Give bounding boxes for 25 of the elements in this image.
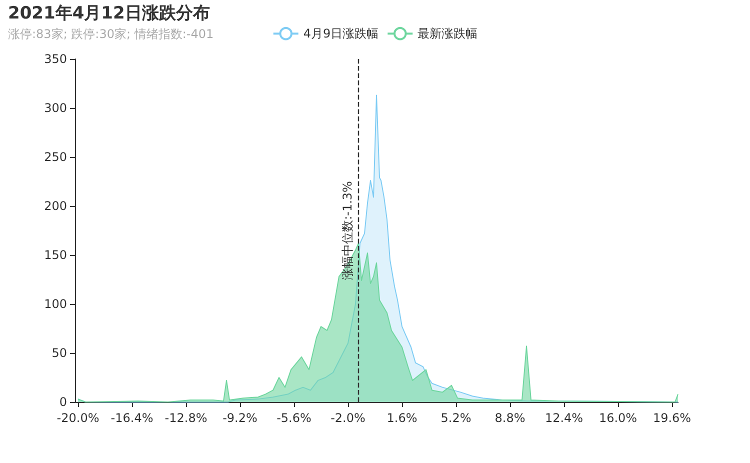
y-tick-label: 50 (52, 346, 67, 360)
y-tick-label: 100 (44, 297, 67, 311)
chart-title: 2021年4月12日涨跌分布 (8, 4, 210, 24)
y-tick-label: 300 (44, 101, 67, 115)
legend-label: 4月9日涨跌幅 (303, 26, 379, 41)
x-tick-label: -12.8% (164, 411, 208, 425)
x-tick-label: 8.8% (494, 411, 526, 425)
x-tick-label: 16.0% (598, 411, 638, 425)
x-tick-label: 12.4% (544, 411, 584, 425)
y-tick-label: 250 (44, 150, 67, 164)
y-tick-label: 150 (44, 248, 67, 262)
x-tick-label: 5.2% (440, 411, 472, 425)
legend-label: 最新涨跌幅 (418, 26, 478, 41)
x-tick-label: -5.6% (276, 411, 312, 425)
x-tick-label: 19.6% (652, 411, 692, 425)
x-tick-label: -9.2% (222, 411, 258, 425)
chart-subtitle: 涨停:83家; 跌停:30家; 情绪指数:-401 (8, 27, 214, 41)
x-tick-label: -2.0% (330, 411, 366, 425)
ref-line-label: 涨幅中位数:-1.3% (340, 181, 354, 280)
y-tick-label: 0 (59, 395, 67, 409)
y-tick-label: 200 (44, 199, 67, 213)
x-tick-label: 1.6% (386, 411, 418, 425)
x-tick-label: -20.0% (56, 411, 100, 425)
y-tick-label: 350 (44, 52, 67, 66)
x-tick-label: -16.4% (110, 411, 154, 425)
